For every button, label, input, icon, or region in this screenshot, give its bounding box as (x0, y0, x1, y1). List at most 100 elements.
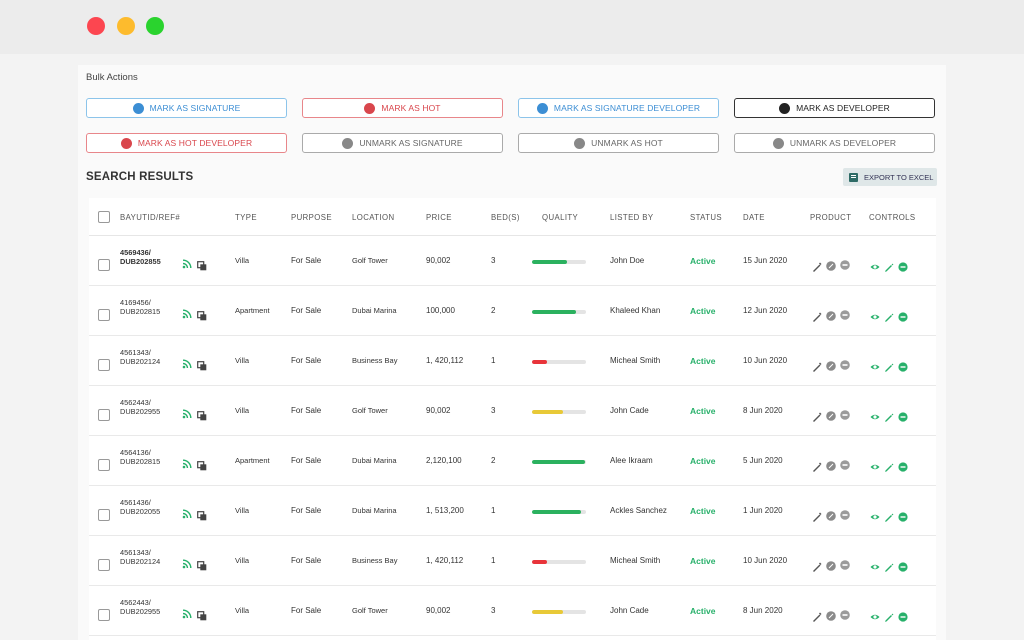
listing-ref[interactable]: 4561343/DUB202124 (120, 348, 160, 366)
close-window-button[interactable] (87, 17, 105, 35)
cell-listed-by: John Cade (610, 606, 649, 615)
edit-icon[interactable] (884, 409, 894, 422)
developer-product-icon[interactable] (840, 357, 850, 370)
view-icon[interactable] (870, 259, 880, 270)
signature-product-icon[interactable] (826, 358, 836, 371)
row-checkbox[interactable] (98, 259, 110, 271)
rss-feed-icon[interactable] (182, 356, 192, 369)
duplicate-icon[interactable] (197, 408, 207, 421)
bulk-button-2[interactable]: MARK AS SIGNATURE DEVELOPER (518, 98, 719, 118)
edit-icon[interactable] (884, 509, 894, 522)
bulk-button-1[interactable]: MARK AS HOT (302, 98, 503, 118)
bulk-button-3[interactable]: MARK AS DEVELOPER (734, 98, 935, 118)
remove-icon[interactable] (898, 359, 908, 372)
developer-product-icon[interactable] (840, 607, 850, 620)
maximize-window-button[interactable] (146, 17, 164, 35)
duplicate-icon[interactable] (197, 258, 207, 271)
developer-product-icon[interactable] (840, 257, 850, 270)
signature-product-icon[interactable] (826, 408, 836, 421)
row-checkbox[interactable] (98, 509, 110, 521)
cell-type: Apartment (235, 306, 270, 315)
signature-product-icon[interactable] (826, 508, 836, 521)
minimize-window-button[interactable] (117, 17, 135, 35)
export-to-excel-button[interactable]: EXPORT TO EXCEL (843, 168, 937, 186)
signature-product-icon[interactable] (826, 458, 836, 471)
signature-product-icon[interactable] (826, 308, 836, 321)
developer-product-icon[interactable] (840, 557, 850, 570)
pen-product-icon[interactable] (812, 359, 822, 372)
view-icon[interactable] (870, 309, 880, 320)
row-checkbox[interactable] (98, 459, 110, 471)
select-all-checkbox[interactable] (98, 211, 110, 223)
duplicate-icon[interactable] (197, 608, 207, 621)
cell-type: Villa (235, 256, 250, 265)
rss-feed-icon[interactable] (182, 256, 192, 269)
row-checkbox[interactable] (98, 309, 110, 321)
row-checkbox[interactable] (98, 359, 110, 371)
table-row: 4561343/DUB202124 Villa For Sale Business B… (89, 535, 936, 586)
pen-product-icon[interactable] (812, 509, 822, 522)
developer-product-icon[interactable] (840, 507, 850, 520)
pen-product-icon[interactable] (812, 309, 822, 322)
duplicate-icon[interactable] (197, 508, 207, 521)
remove-icon[interactable] (898, 559, 908, 572)
bulk-button-7[interactable]: UNMARK AS DEVELOPER (734, 133, 935, 153)
pen-product-icon[interactable] (812, 459, 822, 472)
bulk-button-4[interactable]: MARK AS HOT DEVELOPER (86, 133, 287, 153)
signature-product-icon[interactable] (826, 608, 836, 621)
remove-icon[interactable] (898, 459, 908, 472)
listing-ref[interactable]: 4561436/DUB202055 (120, 498, 160, 516)
view-icon[interactable] (870, 609, 880, 620)
remove-icon[interactable] (898, 609, 908, 622)
remove-icon[interactable] (898, 309, 908, 322)
listing-ref[interactable]: 4561343/DUB202124 (120, 548, 160, 566)
bulk-button-5[interactable]: UNMARK AS SIGNATURE (302, 133, 503, 153)
bulk-button-0[interactable]: MARK AS SIGNATURE (86, 98, 287, 118)
edit-icon[interactable] (884, 459, 894, 472)
quality-bar (532, 260, 586, 264)
rss-feed-icon[interactable] (182, 306, 192, 319)
cell-beds: 2 (491, 456, 496, 465)
edit-icon[interactable] (884, 609, 894, 622)
listing-ref[interactable]: 4562443/DUB202955 (120, 598, 160, 616)
edit-icon[interactable] (884, 259, 894, 272)
edit-icon[interactable] (884, 309, 894, 322)
developer-product-icon[interactable] (840, 457, 850, 470)
remove-icon[interactable] (898, 259, 908, 272)
bulk-button-label: MARK AS DEVELOPER (796, 103, 890, 113)
pen-product-icon[interactable] (812, 409, 822, 422)
duplicate-icon[interactable] (197, 358, 207, 371)
edit-icon[interactable] (884, 359, 894, 372)
remove-icon[interactable] (898, 409, 908, 422)
signature-product-icon[interactable] (826, 558, 836, 571)
duplicate-icon[interactable] (197, 308, 207, 321)
view-icon[interactable] (870, 359, 880, 370)
signature-product-icon[interactable] (826, 258, 836, 271)
listing-ref[interactable]: 4569436/DUB202855 (120, 248, 161, 266)
developer-product-icon[interactable] (840, 307, 850, 320)
pen-product-icon[interactable] (812, 259, 822, 272)
rss-feed-icon[interactable] (182, 556, 192, 569)
view-icon[interactable] (870, 459, 880, 470)
remove-icon[interactable] (898, 509, 908, 522)
rss-feed-icon[interactable] (182, 456, 192, 469)
listing-ref[interactable]: 4564136/DUB202815 (120, 448, 160, 466)
row-checkbox[interactable] (98, 559, 110, 571)
view-icon[interactable] (870, 509, 880, 520)
pen-product-icon[interactable] (812, 609, 822, 622)
rss-feed-icon[interactable] (182, 506, 192, 519)
row-checkbox[interactable] (98, 409, 110, 421)
edit-icon[interactable] (884, 559, 894, 572)
view-icon[interactable] (870, 559, 880, 570)
row-checkbox[interactable] (98, 609, 110, 621)
rss-feed-icon[interactable] (182, 406, 192, 419)
listing-ref[interactable]: 4169456/DUB202815 (120, 298, 160, 316)
bulk-button-6[interactable]: UNMARK AS HOT (518, 133, 719, 153)
view-icon[interactable] (870, 409, 880, 420)
rss-feed-icon[interactable] (182, 606, 192, 619)
developer-product-icon[interactable] (840, 407, 850, 420)
duplicate-icon[interactable] (197, 458, 207, 471)
listing-ref[interactable]: 4562443/DUB202955 (120, 398, 160, 416)
pen-product-icon[interactable] (812, 559, 822, 572)
duplicate-icon[interactable] (197, 558, 207, 571)
